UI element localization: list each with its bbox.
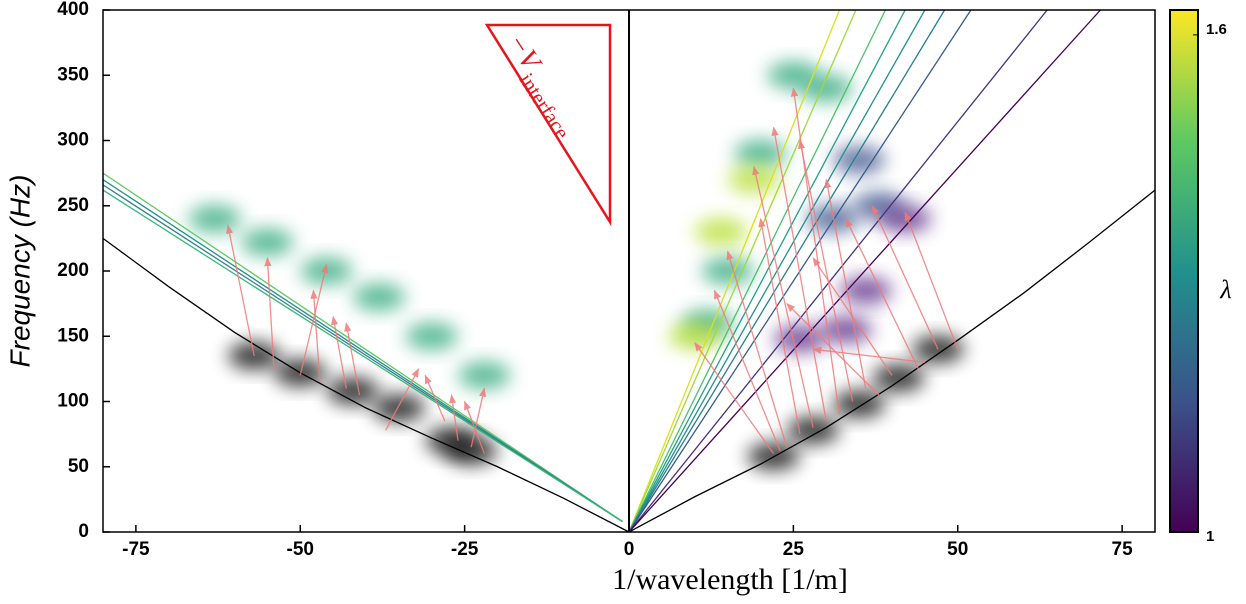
- arrow: [786, 302, 880, 396]
- y-tick-label: 250: [57, 195, 89, 216]
- density-blob: [727, 165, 780, 194]
- density-blob: [773, 324, 826, 353]
- y-axis-label: Frequency (Hz): [4, 175, 35, 368]
- density-blob: [833, 390, 886, 419]
- annotation-triangle: [484, 23, 612, 227]
- arrow: [385, 368, 420, 431]
- density-blob: [188, 204, 241, 233]
- curve: [102, 179, 623, 523]
- arrow: [331, 315, 347, 389]
- arrow: [470, 387, 487, 448]
- density-blob: [787, 416, 840, 445]
- density-blob: [326, 377, 379, 406]
- curve: [102, 237, 630, 533]
- arrow: [904, 211, 959, 350]
- density-blob: [734, 139, 787, 168]
- arrow: [726, 250, 788, 448]
- arrow: [713, 289, 781, 452]
- x-tick-label: -25: [451, 539, 479, 560]
- curve: [628, 9, 857, 533]
- y-tick-label: 350: [57, 64, 89, 85]
- density-blob: [458, 361, 511, 390]
- arrow: [449, 394, 459, 441]
- density-blob: [372, 394, 425, 423]
- density-blob: [300, 257, 353, 285]
- curve: [102, 172, 623, 523]
- density-blob: [800, 74, 853, 103]
- y-tick-label: 0: [78, 521, 89, 542]
- arrow: [752, 165, 814, 428]
- arrow: [797, 139, 854, 402]
- x-axis-label: 1/wavelength [1/m]: [612, 563, 848, 596]
- arrow: [464, 400, 485, 454]
- arrow: [299, 263, 329, 376]
- y-tick-label: 400: [57, 0, 89, 20]
- x-tick-label: -75: [122, 539, 150, 560]
- density-blob: [833, 146, 886, 175]
- colorbar-tick-label: 1.6: [1206, 21, 1227, 38]
- x-tick-label: 25: [783, 539, 805, 560]
- arrow: [845, 217, 919, 370]
- arrow: [758, 217, 801, 435]
- arrow: [771, 126, 827, 422]
- density-blob: [445, 437, 498, 466]
- curve: [628, 9, 906, 533]
- arrow: [264, 257, 275, 369]
- curve: [628, 9, 1101, 533]
- density-blob: [819, 315, 872, 344]
- colorbar-label: λ: [1219, 275, 1231, 304]
- arrow: [344, 322, 361, 396]
- arrow: [871, 204, 939, 350]
- curve: [628, 9, 946, 533]
- curve: [628, 9, 1048, 533]
- curve: [628, 9, 887, 533]
- density-blob: [353, 283, 406, 312]
- density-blob: [872, 364, 925, 393]
- x-tick-label: 75: [1112, 539, 1134, 560]
- curve: [102, 189, 623, 523]
- density-blob: [241, 228, 294, 257]
- colorbar-tick-label: 1: [1206, 528, 1214, 545]
- y-tick-label: 50: [68, 456, 89, 477]
- y-tick-label: 200: [57, 260, 89, 281]
- plot-area: [102, 9, 1156, 533]
- arrow: [694, 342, 775, 455]
- arrow: [310, 289, 321, 382]
- density-blob: [668, 322, 721, 351]
- curve: [628, 189, 1156, 533]
- x-tick-label: 50: [947, 539, 968, 560]
- arrow: [225, 224, 255, 356]
- colorbar: [1169, 9, 1199, 533]
- annotation-subscript: interface: [514, 69, 574, 144]
- arrow: [812, 346, 925, 363]
- arrow: [424, 374, 446, 422]
- y-tick-label: 100: [57, 391, 89, 412]
- density-blob: [405, 322, 458, 351]
- annotation-text: −V: [501, 28, 548, 78]
- x-tick-label: -50: [287, 539, 314, 560]
- density-blob: [701, 257, 754, 285]
- x-tick-label: 0: [624, 539, 635, 560]
- arrow: [812, 257, 893, 376]
- y-tick-label: 300: [57, 130, 89, 151]
- density-blob: [695, 217, 748, 246]
- y-tick-label: 150: [57, 325, 89, 346]
- curve: [102, 184, 623, 523]
- arrow: [824, 178, 867, 389]
